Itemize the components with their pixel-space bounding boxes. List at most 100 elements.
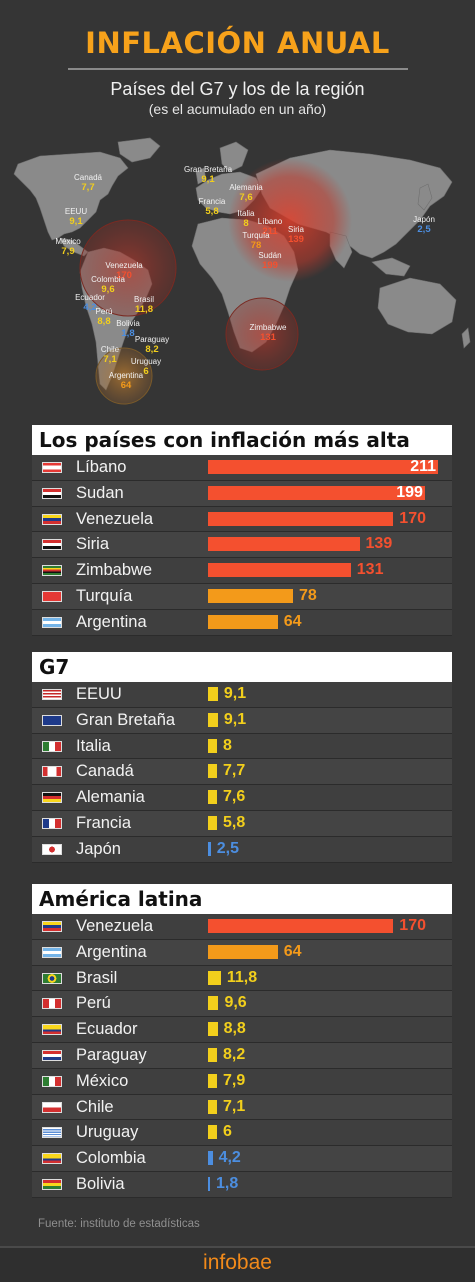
page-subtitle: Países del G7 y los de la región: [110, 79, 365, 99]
map-country-label: Brasil: [134, 295, 154, 304]
map-value-label: 9,6: [101, 284, 114, 295]
flag-icon: [42, 740, 62, 752]
map-country-label: Colombia: [91, 275, 125, 284]
map-value-label: 9,1: [69, 216, 83, 227]
section-g7: G7 EEUU 9,1 Gran Bretaña 9,1 Italia 8 Canadá 7,…: [32, 652, 452, 863]
section-title: Los países con inflación más alta: [32, 425, 452, 455]
value-label: 9,6: [224, 994, 247, 1012]
value-label: 2,5: [216, 839, 239, 857]
map-value-label: 64: [121, 380, 132, 391]
flag-icon: [42, 766, 62, 778]
flag-icon: [42, 792, 62, 804]
source-note: Fuente: instituto de estadísticas: [38, 1218, 200, 1230]
bar-rows: Venezuela 170 Argentina 64 Brasil 11,8 Perú 9,6…: [32, 914, 452, 1198]
page-title: INFLACIÓN ANUAL: [85, 26, 390, 60]
map-country-label: Italia: [238, 209, 255, 218]
country-label: Venezuela: [76, 509, 154, 528]
map-value-label: 7,6: [239, 192, 252, 203]
flag-icon: [42, 714, 62, 726]
north-america-shape: [13, 151, 129, 241]
value-bar: [208, 996, 219, 1011]
inflation-bubbles: [79, 158, 352, 405]
value-label: 170: [399, 917, 426, 934]
map-country-label: EEUU: [65, 207, 87, 216]
flag-icon: [42, 462, 62, 473]
uk-shape: [195, 167, 207, 185]
map-country-label: Líbano: [258, 217, 283, 226]
bar-row: Canadá 7,7: [32, 759, 452, 786]
country-label: Venezuela: [76, 917, 154, 935]
map-value-label: 8,8: [97, 316, 110, 327]
section-highest-inflation: Los países con inflación más alta Líbano…: [32, 425, 452, 636]
middle-east-glow: [228, 158, 352, 282]
value-label: 7,7: [223, 762, 246, 780]
bar-rows: Líbano 211 Sudan 199 Venezuela 170 Siria 139 Zim…: [32, 455, 452, 636]
map-country-label: Bolivia: [116, 319, 140, 328]
value-bar: [208, 815, 217, 830]
country-label: Sudan: [76, 483, 124, 502]
country-label: Líbano: [76, 458, 127, 476]
map-value-label: 8: [243, 218, 248, 229]
map-country-label: Japón: [413, 215, 435, 224]
flag-icon: [42, 1024, 62, 1036]
value-bar: [208, 738, 217, 753]
flag-icon: [42, 513, 62, 525]
value-bar: [208, 1151, 213, 1166]
bar-row: Chile 7,1: [32, 1094, 452, 1121]
flag-icon: [42, 817, 62, 829]
country-label: Argentina: [76, 612, 147, 631]
argentina-bubble: [95, 347, 153, 405]
value-bar: [208, 1176, 210, 1191]
section-title: América latina: [32, 884, 452, 914]
flag-icon: [42, 487, 62, 499]
country-label: Japón: [76, 839, 121, 858]
value-label: 5,8: [223, 813, 246, 831]
country-label: Gran Bretaña: [76, 710, 176, 729]
map-value-label: 6: [143, 366, 148, 377]
country-label: Chile: [76, 1097, 114, 1116]
country-label: EEUU: [76, 685, 122, 703]
map-value-label: 2,5: [417, 224, 431, 235]
map-country-label: Siria: [288, 225, 305, 234]
value-bar: [208, 764, 217, 779]
value-label: 131: [356, 561, 384, 579]
map-value-label: 5,8: [205, 206, 218, 217]
map-country-label: Gran Bretaña: [184, 165, 233, 174]
bar-row: Brasil 11,8: [32, 965, 452, 992]
value-bar: [208, 1047, 217, 1062]
value-bar: [208, 1022, 218, 1037]
flag-icon: [42, 1153, 62, 1165]
value-label: 8,8: [223, 1020, 246, 1038]
map-country-label: Ecuador: [75, 293, 105, 302]
value-bar: [208, 970, 221, 985]
country-label: Ecuador: [76, 1020, 138, 1039]
map-country-label: Francia: [199, 197, 226, 206]
map-country-label: Zimbabwe: [250, 323, 287, 332]
value-label: 7,1: [223, 1097, 246, 1115]
country-label: Brasil: [76, 968, 118, 987]
map-value-label: 7,9: [61, 246, 74, 257]
bar-row: Alemania 7,6: [32, 785, 452, 811]
country-label: Colombia: [76, 1149, 146, 1168]
flag-icon: [42, 590, 62, 602]
map-value-label: 7,7: [81, 182, 94, 193]
new-zealand-shape: [461, 327, 471, 349]
map-country-label: Uruguay: [131, 357, 161, 366]
title-divider: [68, 68, 408, 70]
map-value-label: 170: [116, 270, 132, 281]
flag-icon: [42, 565, 62, 577]
map-value-label: 78: [251, 240, 262, 251]
flag-icon: [42, 1075, 62, 1087]
country-label: Bolivia: [76, 1174, 125, 1193]
footer-brand: infobae: [0, 1246, 475, 1282]
bar-row: Venezuela 170: [32, 914, 452, 940]
value-bar: [208, 944, 278, 959]
bar-row: Argentina 64: [32, 939, 452, 966]
map-value-label: 199: [262, 260, 278, 271]
country-label: México: [76, 1071, 129, 1090]
country-label: Uruguay: [76, 1123, 139, 1142]
map-value-label: 4,2: [83, 302, 96, 313]
bar-row: Gran Bretaña 9,1: [32, 707, 452, 734]
map-country-label: Venezuela: [105, 261, 143, 270]
map-value-label: 7,1: [103, 354, 117, 365]
